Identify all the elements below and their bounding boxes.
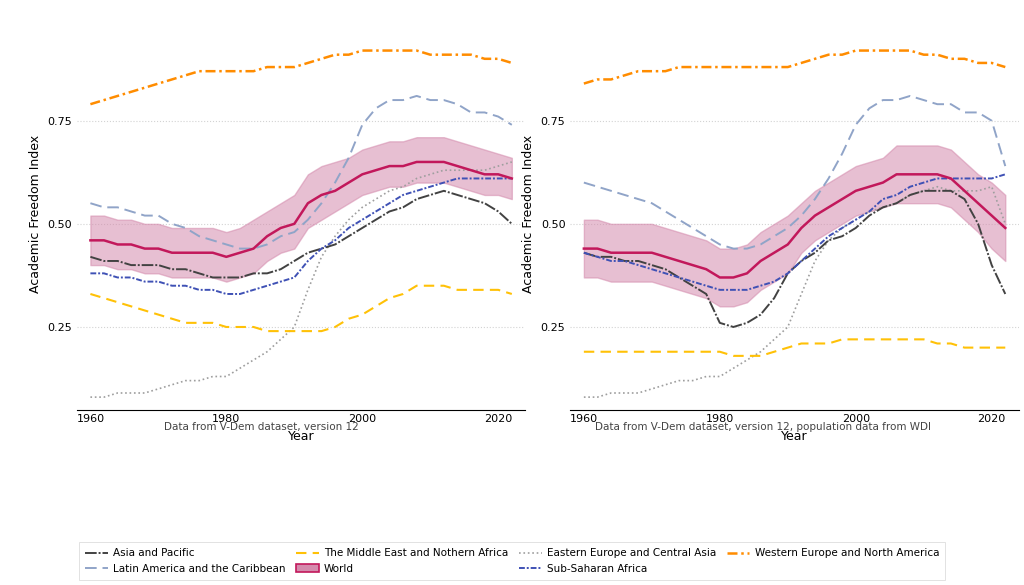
Text: Data from V-Dem dataset, version 12, population data from WDI: Data from V-Dem dataset, version 12, pop… — [595, 422, 931, 432]
Y-axis label: Academic Freedom Index: Academic Freedom Index — [29, 135, 42, 292]
Legend: Asia and Pacific, Latin America and the Caribbean, The Middle East and Nothern A: Asia and Pacific, Latin America and the … — [79, 542, 945, 580]
Y-axis label: Academic Freedom Index: Academic Freedom Index — [522, 135, 536, 292]
Text: Data from V-Dem dataset, version 12: Data from V-Dem dataset, version 12 — [164, 422, 358, 432]
X-axis label: Year: Year — [288, 430, 314, 443]
X-axis label: Year: Year — [781, 430, 808, 443]
